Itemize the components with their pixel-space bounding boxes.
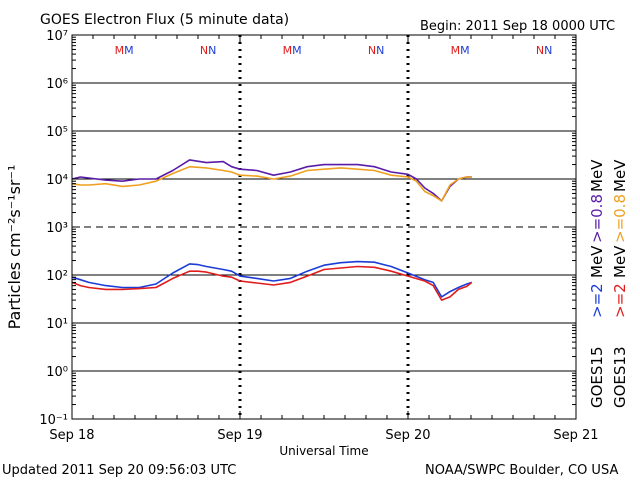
legend-mev-label-2b: MeV [611, 245, 629, 278]
x-tick-label: Sep 20 [385, 428, 430, 443]
legend-e08-goes15: >=0.8 [588, 194, 606, 243]
legend-e2-goes13: >=2 [611, 283, 629, 318]
series-group [71, 159, 473, 301]
local-time-marker: NN [536, 44, 552, 57]
updated-timestamp: Updated 2011 Sep 20 09:56:03 UTC [2, 463, 236, 478]
series-goes13-0.8mev [71, 165, 472, 202]
grid-lines [72, 35, 576, 419]
legend-e08-goes13: >=0.8 [611, 194, 629, 243]
legend-e2-goes15: >=2 [588, 283, 606, 318]
begin-date: Begin: 2011 Sep 18 0000 UTC [420, 19, 615, 34]
y-tick-label: 10⁷ [46, 29, 68, 44]
x-tick-label: Sep 19 [217, 428, 262, 443]
y-tick-label: 10³ [46, 221, 68, 236]
plot-frame [71, 34, 577, 420]
local-time-marker: NN [368, 44, 384, 57]
y-tick-label: 10⁰ [46, 365, 68, 380]
local-time-marker: MM [283, 44, 302, 57]
legend-mev-label-08b: MeV [611, 159, 629, 192]
local-time-marker: MM [115, 44, 134, 57]
local-time-marker: MM [451, 44, 470, 57]
legend-mev-label-2: MeV [588, 245, 606, 278]
local-time-marker: NN [200, 44, 216, 57]
y-tick-label: 10² [46, 269, 68, 284]
y-tick-label: 10⁴ [46, 173, 68, 188]
x-tick-label: Sep 21 [553, 428, 598, 443]
x-tick-labels: Sep 18 Sep 19 Sep 20 Sep 21 [49, 428, 598, 443]
x-axis-label: Universal Time [279, 444, 368, 458]
local-time-markers: MM NN MM NN MM NN [115, 44, 553, 57]
series-goes13-2mev [71, 265, 473, 301]
y-tick-label: 10⁻¹ [39, 413, 68, 428]
legend-goes15-08: MeV [588, 159, 606, 192]
source-credit: NOAA/SWPC Boulder, CO USA [425, 463, 618, 478]
legend-goes15: GOES15 [588, 346, 606, 408]
y-tick-label: 10⁵ [46, 125, 68, 140]
legend-mev-label-08: MeV [588, 159, 606, 192]
y-tick-labels: 10⁻¹ 10⁰ 10¹ 10² 10³ 10⁴ 10⁵ 10⁶ 10⁷ [39, 29, 68, 428]
series-goes15-0.8mev [71, 159, 472, 202]
chart-title: GOES Electron Flux (5 minute data) [40, 12, 289, 28]
series-goes15-2mev [71, 260, 473, 298]
y-tick-label: 10¹ [46, 317, 68, 332]
y-tick-label: 10⁶ [46, 77, 68, 92]
legend: MeV >=0.8 >=0.8 MeV MeV >=2 MeV >=2 GOES… [588, 159, 629, 408]
y-axis-label: Particles cm⁻²s⁻¹sr⁻¹ [5, 165, 24, 330]
x-tick-label: Sep 18 [49, 428, 94, 443]
legend-goes13: GOES13 [611, 346, 629, 408]
